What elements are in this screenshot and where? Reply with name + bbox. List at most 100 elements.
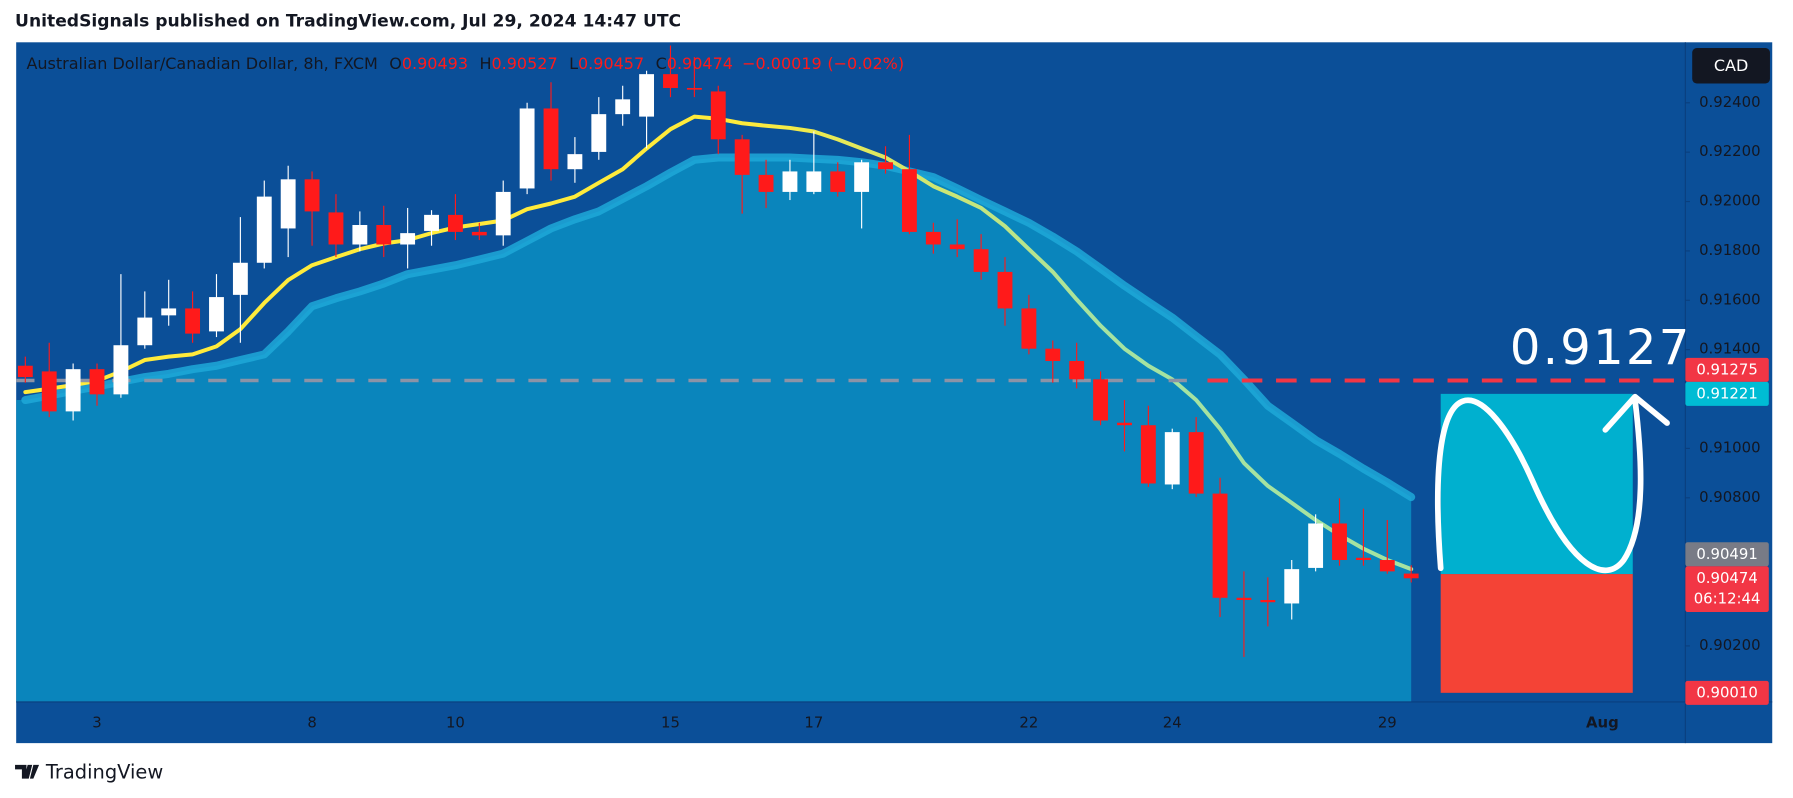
candle-body [519, 108, 535, 189]
candle-body [1308, 523, 1324, 568]
price-badge-label: 0.91275 [1696, 360, 1757, 378]
legend-key: O [389, 54, 402, 73]
candle-body [758, 174, 774, 192]
legend-change: −0.00019 [742, 54, 822, 73]
y-tick-label: 0.91400 [1699, 340, 1760, 358]
candle-body [1355, 557, 1371, 561]
candle-body [280, 179, 296, 229]
candle-body [615, 99, 631, 115]
currency-label[interactable]: CAD [1714, 56, 1748, 75]
candle-body [113, 345, 129, 395]
legend-value: 0.90527 [491, 54, 557, 73]
candle-body [1021, 308, 1037, 349]
x-tick-label: 17 [804, 714, 823, 732]
brand-name: TradingView [45, 760, 163, 783]
candle-body [997, 271, 1013, 309]
candle-body [806, 171, 822, 192]
candle-body [185, 308, 201, 334]
candle-body [901, 169, 917, 232]
forecast-down-box [1440, 574, 1633, 693]
candle-body [256, 196, 272, 263]
candle-body [1284, 569, 1300, 604]
price-badge-label: 0.90474 [1696, 569, 1757, 587]
price-badge [1685, 566, 1769, 613]
x-tick-label: 3 [92, 714, 101, 732]
price-badge-label: 0.90010 [1696, 683, 1757, 701]
candle-body [232, 262, 248, 295]
x-tick-label: 29 [1378, 714, 1397, 732]
ohlc-legend: Australian Dollar/Canadian Dollar, 8h, F… [26, 54, 904, 73]
brand-logo: TradingView [15, 760, 163, 783]
candle-body [161, 308, 177, 316]
candle-body [1379, 560, 1395, 572]
x-tick-label: 22 [1019, 714, 1038, 732]
price-badge [1685, 680, 1769, 705]
candle-body [65, 369, 81, 412]
candle-body [17, 365, 33, 378]
candle-body [1403, 573, 1419, 579]
symbol-title: Australian Dollar/Canadian Dollar, 8h, F… [26, 54, 377, 73]
candle-body [328, 212, 344, 245]
candle-body [41, 371, 57, 412]
y-tick-label: 0.91600 [1699, 290, 1760, 308]
candle-body [1164, 432, 1180, 485]
y-tick-label: 0.91800 [1699, 241, 1760, 259]
candle-body [1236, 597, 1252, 601]
candle-body [782, 171, 798, 192]
y-tick-label: 0.90800 [1699, 488, 1760, 506]
y-tick-label: 0.90200 [1699, 636, 1760, 654]
candle-body [1069, 361, 1085, 380]
logo-icon [15, 764, 40, 779]
legend-key: H [479, 54, 491, 73]
candle-body [734, 139, 750, 175]
candle-body [878, 162, 893, 170]
candle-body [1117, 422, 1132, 426]
candle-body [89, 369, 105, 395]
candle-body [854, 162, 870, 192]
candle-body [137, 317, 153, 346]
candle-body [424, 214, 439, 231]
legend-key: L [569, 54, 578, 73]
candle-body [686, 87, 702, 90]
legend-value: 0.90493 [402, 54, 468, 73]
x-tick-label: 24 [1163, 714, 1182, 732]
candle-body [1093, 379, 1109, 421]
candle-body [663, 74, 678, 88]
candle-body [1332, 523, 1347, 561]
price-badge-label: 0.90491 [1696, 545, 1757, 563]
y-tick-label: 0.92000 [1699, 192, 1760, 210]
plot-area [16, 45, 1686, 702]
candle-body [209, 297, 224, 332]
publisher-line: UnitedSignals published on TradingView.c… [15, 12, 681, 32]
candle-body [543, 108, 559, 170]
legend-change-pct: (−0.02%) [827, 54, 904, 73]
candle-body [1212, 493, 1228, 598]
y-tick-label: 0.92400 [1699, 93, 1760, 111]
candle-body [1045, 348, 1061, 362]
x-tick-label: Aug [1586, 714, 1619, 732]
candle-body [400, 233, 416, 245]
y-tick-label: 0.91000 [1699, 438, 1760, 456]
target-annotation: 0.9127 [1510, 320, 1692, 376]
candle-body [304, 179, 320, 212]
candle-body [973, 249, 989, 272]
currency-badge[interactable] [1692, 48, 1770, 84]
x-tick-label: 15 [661, 714, 680, 732]
candle-body [447, 214, 463, 232]
candle-body [471, 231, 487, 236]
candle-body [830, 171, 846, 192]
price-badge-label: 0.91221 [1696, 384, 1757, 402]
candle-body [639, 74, 655, 117]
x-tick-label: 10 [446, 714, 465, 732]
legend-key: C [656, 54, 667, 73]
legend-value: 0.90457 [578, 54, 644, 73]
x-tick-label: 8 [307, 714, 316, 732]
legend-value: 0.90474 [667, 54, 733, 73]
candle-body [567, 154, 583, 170]
price-badge [1685, 381, 1769, 406]
axes: 0.92400 0.92200 0.92000 0.91800 0.91600 0.914… [92, 93, 1769, 732]
candle-body [1140, 425, 1156, 484]
candle-body [949, 244, 965, 250]
y-tick-label: 0.92200 [1699, 142, 1760, 160]
